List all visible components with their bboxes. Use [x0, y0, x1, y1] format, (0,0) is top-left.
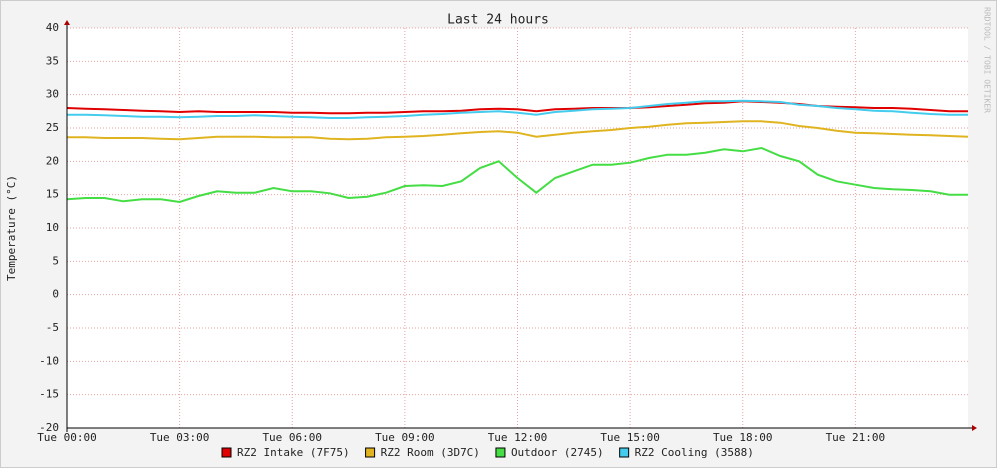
y-tick-label: -20	[39, 421, 59, 434]
legend: RZ2 Intake (7F75) RZ2 Room (3D7C) Outdoor …	[221, 446, 754, 459]
legend-label: RZ2 Intake (7F75)	[237, 446, 350, 459]
x-tick-label: Tue 09:00	[375, 431, 435, 444]
legend-label: RZ2 Cooling (3588)	[635, 446, 754, 459]
y-tick-label: 15	[46, 188, 59, 201]
y-tick-label: 10	[46, 221, 59, 234]
legend-swatch	[495, 447, 506, 458]
series-line	[66, 146, 968, 204]
legend-swatch	[619, 447, 630, 458]
y-tick-label: -5	[46, 321, 59, 334]
y-tick-label: -10	[39, 354, 59, 367]
x-tick-label: Tue 03:00	[150, 431, 210, 444]
x-tick-label: Tue 00:00	[37, 431, 97, 444]
y-tick-label: 35	[46, 54, 59, 67]
y-tick-label: 40	[46, 21, 59, 34]
y-tick-label: 25	[46, 121, 59, 134]
y-tick-label: 0	[52, 288, 59, 301]
legend-swatch	[221, 447, 232, 458]
y-tick-label: -15	[39, 388, 59, 401]
watermark: RRDTOOL / TOBI OETIKER	[983, 7, 992, 113]
legend-swatch	[365, 447, 376, 458]
y-tick-label: 5	[52, 254, 59, 267]
y-arrow	[64, 20, 70, 25]
x-tick-label: Tue 06:00	[262, 431, 322, 444]
series-line	[67, 99, 968, 119]
legend-label: Outdoor (2745)	[511, 446, 604, 459]
y-axis-label: Temperature (°C)	[5, 175, 18, 281]
x-tick-label: Tue 18:00	[713, 431, 773, 444]
chart-title: Last 24 hours	[447, 13, 549, 28]
x-arrow	[972, 425, 977, 431]
x-tick-label: Tue 21:00	[826, 431, 886, 444]
x-tick-label: Tue 12:00	[488, 431, 548, 444]
y-tick-label: 20	[46, 154, 59, 167]
y-tick-label: 30	[46, 88, 59, 101]
grid	[66, 27, 968, 429]
x-tick-label: Tue 15:00	[600, 431, 660, 444]
series-line	[67, 120, 969, 141]
lines	[66, 99, 969, 204]
legend-label: RZ2 Room (3D7C)	[381, 446, 480, 459]
